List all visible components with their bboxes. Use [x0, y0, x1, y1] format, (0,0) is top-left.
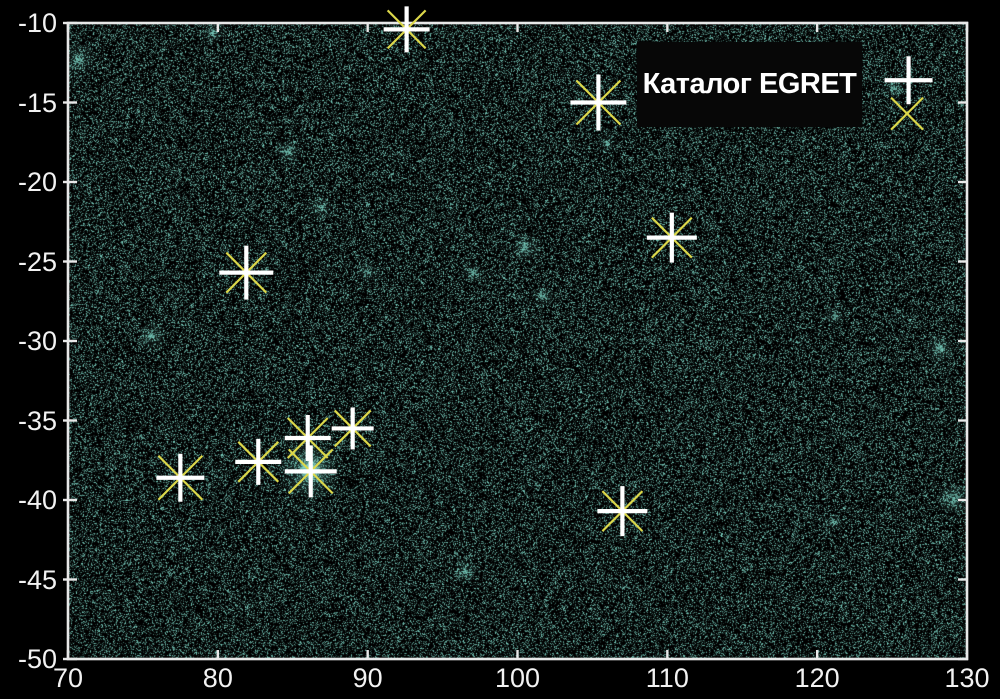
- y-tick-label: -25: [17, 246, 57, 277]
- y-tick-label: -50: [17, 644, 57, 674]
- x-tick-label: 120: [794, 663, 840, 693]
- catalog-title-box: Каталог EGRET: [637, 42, 862, 127]
- y-tick-label: -10: [17, 8, 57, 38]
- x-tick-label: 130: [944, 663, 990, 693]
- x-tick-label: 70: [52, 663, 84, 693]
- x-tick-label: 90: [352, 663, 383, 693]
- y-tick-label: -20: [17, 167, 57, 197]
- x-tick-label: 80: [202, 663, 233, 693]
- x-tick-label: 110: [645, 663, 689, 693]
- y-tick-label: -35: [17, 405, 57, 436]
- y-tick-label: -45: [17, 564, 57, 595]
- y-tick-label: -40: [17, 485, 57, 515]
- y-tick-label: -30: [17, 326, 57, 356]
- x-tick-label: 100: [494, 663, 541, 693]
- y-tick-label: -15: [17, 87, 57, 118]
- catalog-title-label: Каталог EGRET: [642, 68, 857, 100]
